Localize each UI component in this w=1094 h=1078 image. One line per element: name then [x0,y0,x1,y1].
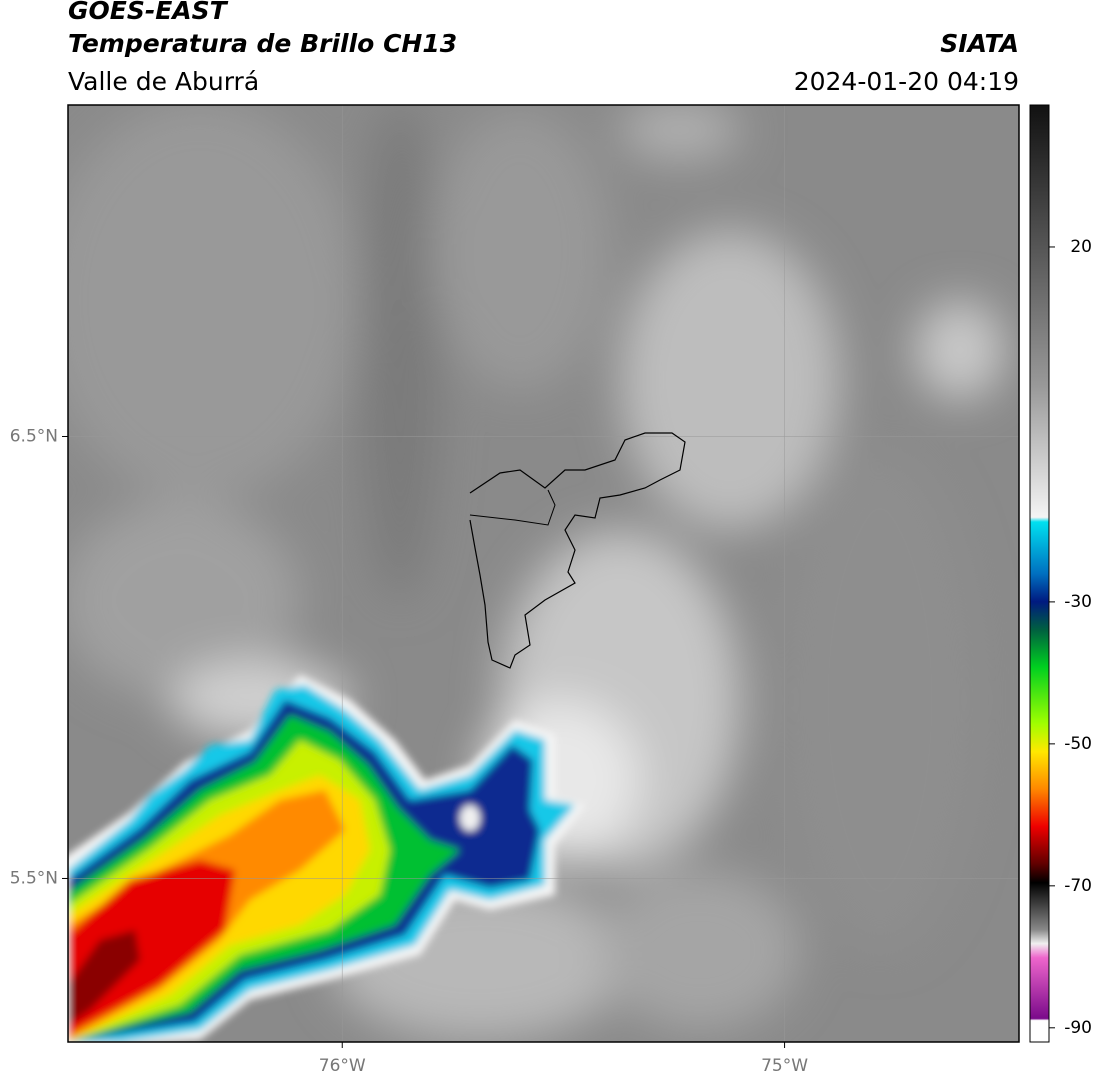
source: SIATA [940,29,1019,58]
y-tick-label: 6.5°N [10,426,58,446]
municipal-boundaries [469,489,556,526]
graticule [68,105,1019,1042]
colorbar-tick-label: -30 [1064,592,1092,612]
region: Valle de Aburrá [68,67,259,96]
colorbar [1029,104,1050,1043]
map-frame [67,104,1020,1043]
satellite-image [68,105,1019,1042]
datetime: 2024-01-20 04:19 [794,67,1019,96]
title: GOES-EAST [68,0,229,25]
x-tick-label: 76°W [319,1056,366,1076]
colorbar-tick-label: -90 [1064,1018,1092,1038]
colorbar-tick-label: -50 [1064,734,1092,754]
subtitle: Temperatura de Brillo CH13 [68,29,457,58]
colorbar-tick-label: -70 [1064,876,1092,896]
x-tick-label: 75°W [761,1056,808,1076]
aburra-boundary [469,432,686,669]
y-tick-label: 5.5°N [10,868,58,888]
colorbar-tick-label: 20 [1070,237,1092,257]
